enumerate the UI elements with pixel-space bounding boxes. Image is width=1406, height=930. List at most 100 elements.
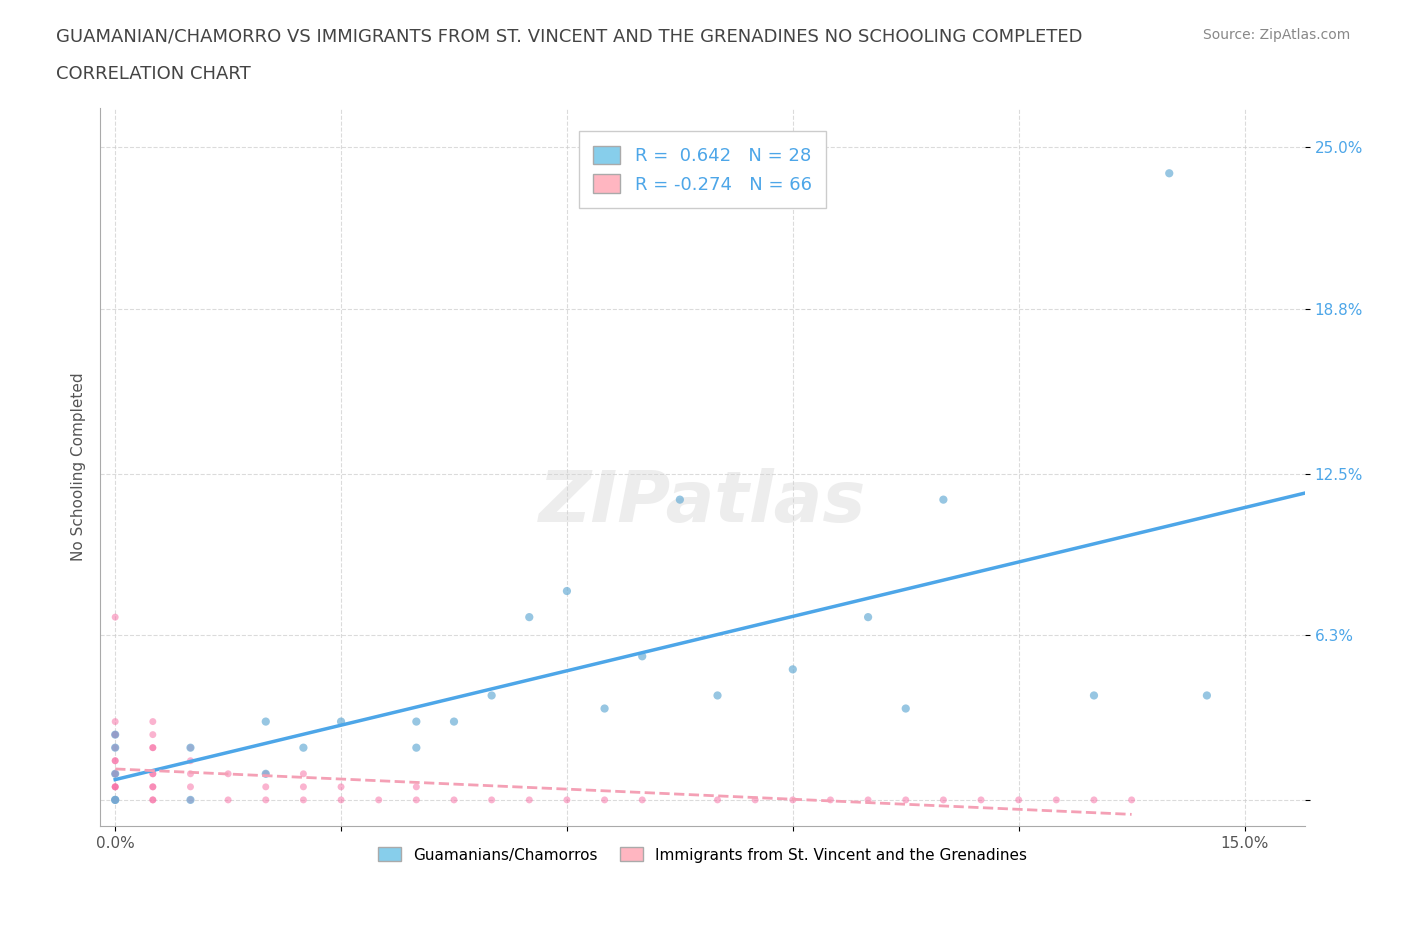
Point <box>104 740 127 755</box>
Point <box>292 779 315 794</box>
Point <box>894 701 917 716</box>
Point <box>443 792 465 807</box>
Point <box>820 792 842 807</box>
Point <box>254 792 277 807</box>
Point <box>517 792 540 807</box>
Point <box>405 779 427 794</box>
Point <box>104 727 127 742</box>
Point <box>104 753 127 768</box>
Point <box>104 779 127 794</box>
Point <box>706 688 728 703</box>
Point <box>104 792 127 807</box>
Point <box>104 727 127 742</box>
Point <box>330 792 353 807</box>
Point <box>1195 688 1218 703</box>
Point <box>254 766 277 781</box>
Point <box>1083 792 1105 807</box>
Point <box>179 766 201 781</box>
Point <box>254 766 277 781</box>
Point <box>631 649 654 664</box>
Point <box>292 766 315 781</box>
Point <box>179 792 201 807</box>
Point <box>1121 792 1143 807</box>
Text: GUAMANIAN/CHAMORRO VS IMMIGRANTS FROM ST. VINCENT AND THE GRENADINES NO SCHOOLIN: GUAMANIAN/CHAMORRO VS IMMIGRANTS FROM ST… <box>56 28 1083 46</box>
Point <box>555 792 578 807</box>
Point <box>481 688 503 703</box>
Point <box>254 714 277 729</box>
Point <box>481 792 503 807</box>
Point <box>593 792 616 807</box>
Point <box>856 792 879 807</box>
Point <box>932 792 955 807</box>
Point <box>104 766 127 781</box>
Point <box>142 766 165 781</box>
Point <box>104 740 127 755</box>
Point <box>104 779 127 794</box>
Point <box>179 740 201 755</box>
Point <box>1045 792 1067 807</box>
Point <box>894 792 917 807</box>
Point <box>142 740 165 755</box>
Point <box>217 792 239 807</box>
Point <box>706 792 728 807</box>
Point <box>104 766 127 781</box>
Point <box>744 792 766 807</box>
Point <box>1083 688 1105 703</box>
Point <box>292 740 315 755</box>
Text: Source: ZipAtlas.com: Source: ZipAtlas.com <box>1202 28 1350 42</box>
Point <box>104 766 127 781</box>
Point <box>443 714 465 729</box>
Point <box>104 727 127 742</box>
Point <box>179 779 201 794</box>
Point <box>970 792 993 807</box>
Point <box>104 792 127 807</box>
Point <box>555 584 578 599</box>
Point <box>104 792 127 807</box>
Point <box>217 766 239 781</box>
Point <box>104 714 127 729</box>
Point <box>142 766 165 781</box>
Point <box>1008 792 1031 807</box>
Point <box>142 727 165 742</box>
Point <box>142 714 165 729</box>
Point <box>593 701 616 716</box>
Point <box>104 792 127 807</box>
Point <box>330 779 353 794</box>
Point <box>669 492 692 507</box>
Point <box>1159 166 1181 180</box>
Point <box>104 753 127 768</box>
Point <box>292 792 315 807</box>
Point <box>932 492 955 507</box>
Point <box>104 610 127 625</box>
Point <box>782 792 804 807</box>
Point <box>104 792 127 807</box>
Point <box>142 792 165 807</box>
Point <box>405 714 427 729</box>
Text: CORRELATION CHART: CORRELATION CHART <box>56 65 252 83</box>
Point <box>142 779 165 794</box>
Legend: Guamanians/Chamorros, Immigrants from St. Vincent and the Grenadines: Guamanians/Chamorros, Immigrants from St… <box>371 842 1033 869</box>
Point <box>782 662 804 677</box>
Point <box>405 740 427 755</box>
Point <box>142 740 165 755</box>
Point <box>254 779 277 794</box>
Point <box>104 727 127 742</box>
Point <box>104 792 127 807</box>
Point <box>367 792 389 807</box>
Text: ZIPatlas: ZIPatlas <box>538 469 866 538</box>
Point <box>179 753 201 768</box>
Point <box>330 714 353 729</box>
Point <box>142 792 165 807</box>
Point <box>179 792 201 807</box>
Point <box>104 740 127 755</box>
Point <box>179 740 201 755</box>
Point <box>856 610 879 625</box>
Point <box>104 779 127 794</box>
Point <box>104 792 127 807</box>
Point <box>142 779 165 794</box>
Point <box>631 792 654 807</box>
Point <box>405 792 427 807</box>
Y-axis label: No Schooling Completed: No Schooling Completed <box>72 373 86 562</box>
Point <box>104 766 127 781</box>
Point <box>517 610 540 625</box>
